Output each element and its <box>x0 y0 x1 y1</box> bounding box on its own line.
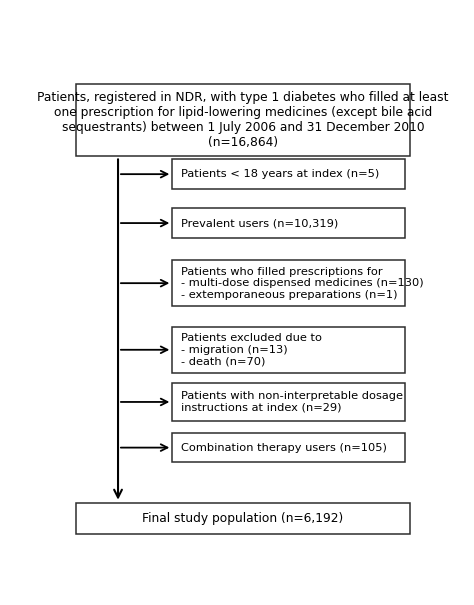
Text: Patients < 18 years at index (n=5): Patients < 18 years at index (n=5) <box>182 169 380 179</box>
Bar <box>172 160 405 189</box>
Text: Patients excluded due to
- migration (n=13)
- death (n=70): Patients excluded due to - migration (n=… <box>182 333 322 367</box>
Bar <box>172 327 405 373</box>
Bar <box>172 433 405 462</box>
Bar <box>76 84 410 156</box>
Bar <box>172 384 405 420</box>
Bar <box>172 260 405 306</box>
Text: Patients who filled prescriptions for
- multi-dose dispensed medicines (n=130)
-: Patients who filled prescriptions for - … <box>182 267 424 299</box>
Bar <box>172 208 405 238</box>
Text: Patients, registered in NDR, with type 1 diabetes who filled at least
one prescr: Patients, registered in NDR, with type 1… <box>37 91 449 149</box>
Bar <box>76 503 410 534</box>
Text: Prevalent users (n=10,319): Prevalent users (n=10,319) <box>182 218 338 228</box>
Text: Patients with non-interpretable dosage
instructions at index (n=29): Patients with non-interpretable dosage i… <box>182 391 403 413</box>
Text: Combination therapy users (n=105): Combination therapy users (n=105) <box>182 443 387 453</box>
Text: Final study population (n=6,192): Final study population (n=6,192) <box>142 512 344 525</box>
